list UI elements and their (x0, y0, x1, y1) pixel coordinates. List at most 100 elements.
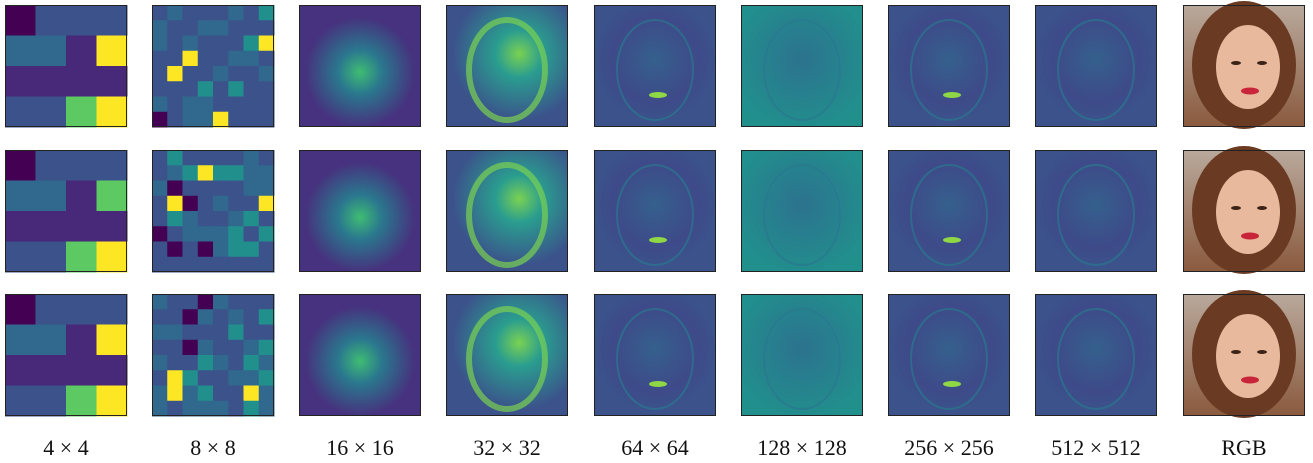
cell (198, 20, 214, 36)
feature-map (446, 5, 568, 127)
column-label: 512 × 512 (1051, 435, 1140, 460)
cell (66, 150, 97, 181)
figure: 4 × 48 × 816 × 1632 × 3264 × 64128 × 128… (0, 0, 1313, 463)
cell (259, 181, 275, 197)
panel (741, 294, 863, 416)
cell (36, 211, 67, 242)
cell (152, 386, 168, 402)
panel (888, 294, 1010, 416)
cell (213, 355, 229, 371)
cell (213, 81, 229, 97)
photo-lips (1241, 88, 1259, 95)
cell (152, 165, 168, 181)
panel (1035, 5, 1157, 127)
cell (36, 66, 67, 97)
cell (36, 181, 67, 212)
cell (152, 196, 168, 212)
panel (152, 294, 275, 417)
cell (259, 36, 275, 52)
cell (167, 401, 183, 417)
cell (244, 401, 260, 417)
cell (167, 51, 183, 67)
cell (36, 5, 67, 36)
cell (244, 242, 260, 258)
cell (228, 370, 244, 386)
cell (228, 211, 244, 227)
cell (228, 226, 244, 242)
cell (244, 211, 260, 227)
cell (244, 97, 260, 113)
feature-map (888, 294, 1010, 416)
cell (228, 97, 244, 113)
cell (244, 355, 260, 371)
cell (228, 20, 244, 36)
panel (446, 150, 568, 272)
cell (183, 257, 199, 273)
cell (66, 211, 97, 242)
cell (183, 81, 199, 97)
cell (183, 309, 199, 325)
cell (183, 226, 199, 242)
cell (152, 36, 168, 52)
panel (888, 150, 1010, 272)
cell (228, 181, 244, 197)
cell (5, 181, 36, 212)
cell (198, 5, 214, 21)
cell (228, 257, 244, 273)
cell (259, 386, 275, 402)
cell (5, 150, 36, 181)
cell (228, 36, 244, 52)
cell (198, 181, 214, 197)
cell (259, 97, 275, 113)
cell (97, 5, 128, 36)
panel (594, 5, 716, 127)
cell (228, 5, 244, 21)
cell (36, 294, 67, 325)
feature-map (594, 150, 716, 272)
cell (97, 355, 128, 386)
cell (5, 5, 36, 36)
cell (167, 165, 183, 181)
cell (228, 165, 244, 181)
cell (183, 51, 199, 67)
cell (259, 51, 275, 67)
cell (152, 355, 168, 371)
cell (244, 66, 260, 82)
panel (299, 150, 421, 272)
cell (66, 242, 97, 273)
cell (183, 325, 199, 341)
panel (1035, 150, 1157, 272)
cell (183, 66, 199, 82)
panel (152, 150, 275, 273)
feature-map (446, 294, 568, 416)
cell (36, 97, 67, 128)
cell (198, 370, 214, 386)
feature-map (299, 294, 421, 416)
cell (183, 150, 199, 166)
cell (183, 401, 199, 417)
cell (198, 196, 214, 212)
cell (5, 66, 36, 97)
cell (213, 97, 229, 113)
cell (167, 5, 183, 21)
cell (244, 36, 260, 52)
cell (66, 97, 97, 128)
cell (213, 309, 229, 325)
cell (167, 112, 183, 128)
cell (5, 36, 36, 67)
cell (183, 242, 199, 258)
cell (97, 181, 128, 212)
cell (5, 97, 36, 128)
cell (66, 66, 97, 97)
panel (1183, 1, 1305, 129)
cell (66, 36, 97, 67)
highlight (649, 381, 667, 387)
column-label: 64 × 64 (621, 435, 688, 460)
cell (152, 5, 168, 21)
cell (259, 370, 275, 386)
cell (228, 355, 244, 371)
feature-map (594, 294, 716, 416)
cell (228, 196, 244, 212)
cell (167, 386, 183, 402)
panel (5, 294, 128, 417)
